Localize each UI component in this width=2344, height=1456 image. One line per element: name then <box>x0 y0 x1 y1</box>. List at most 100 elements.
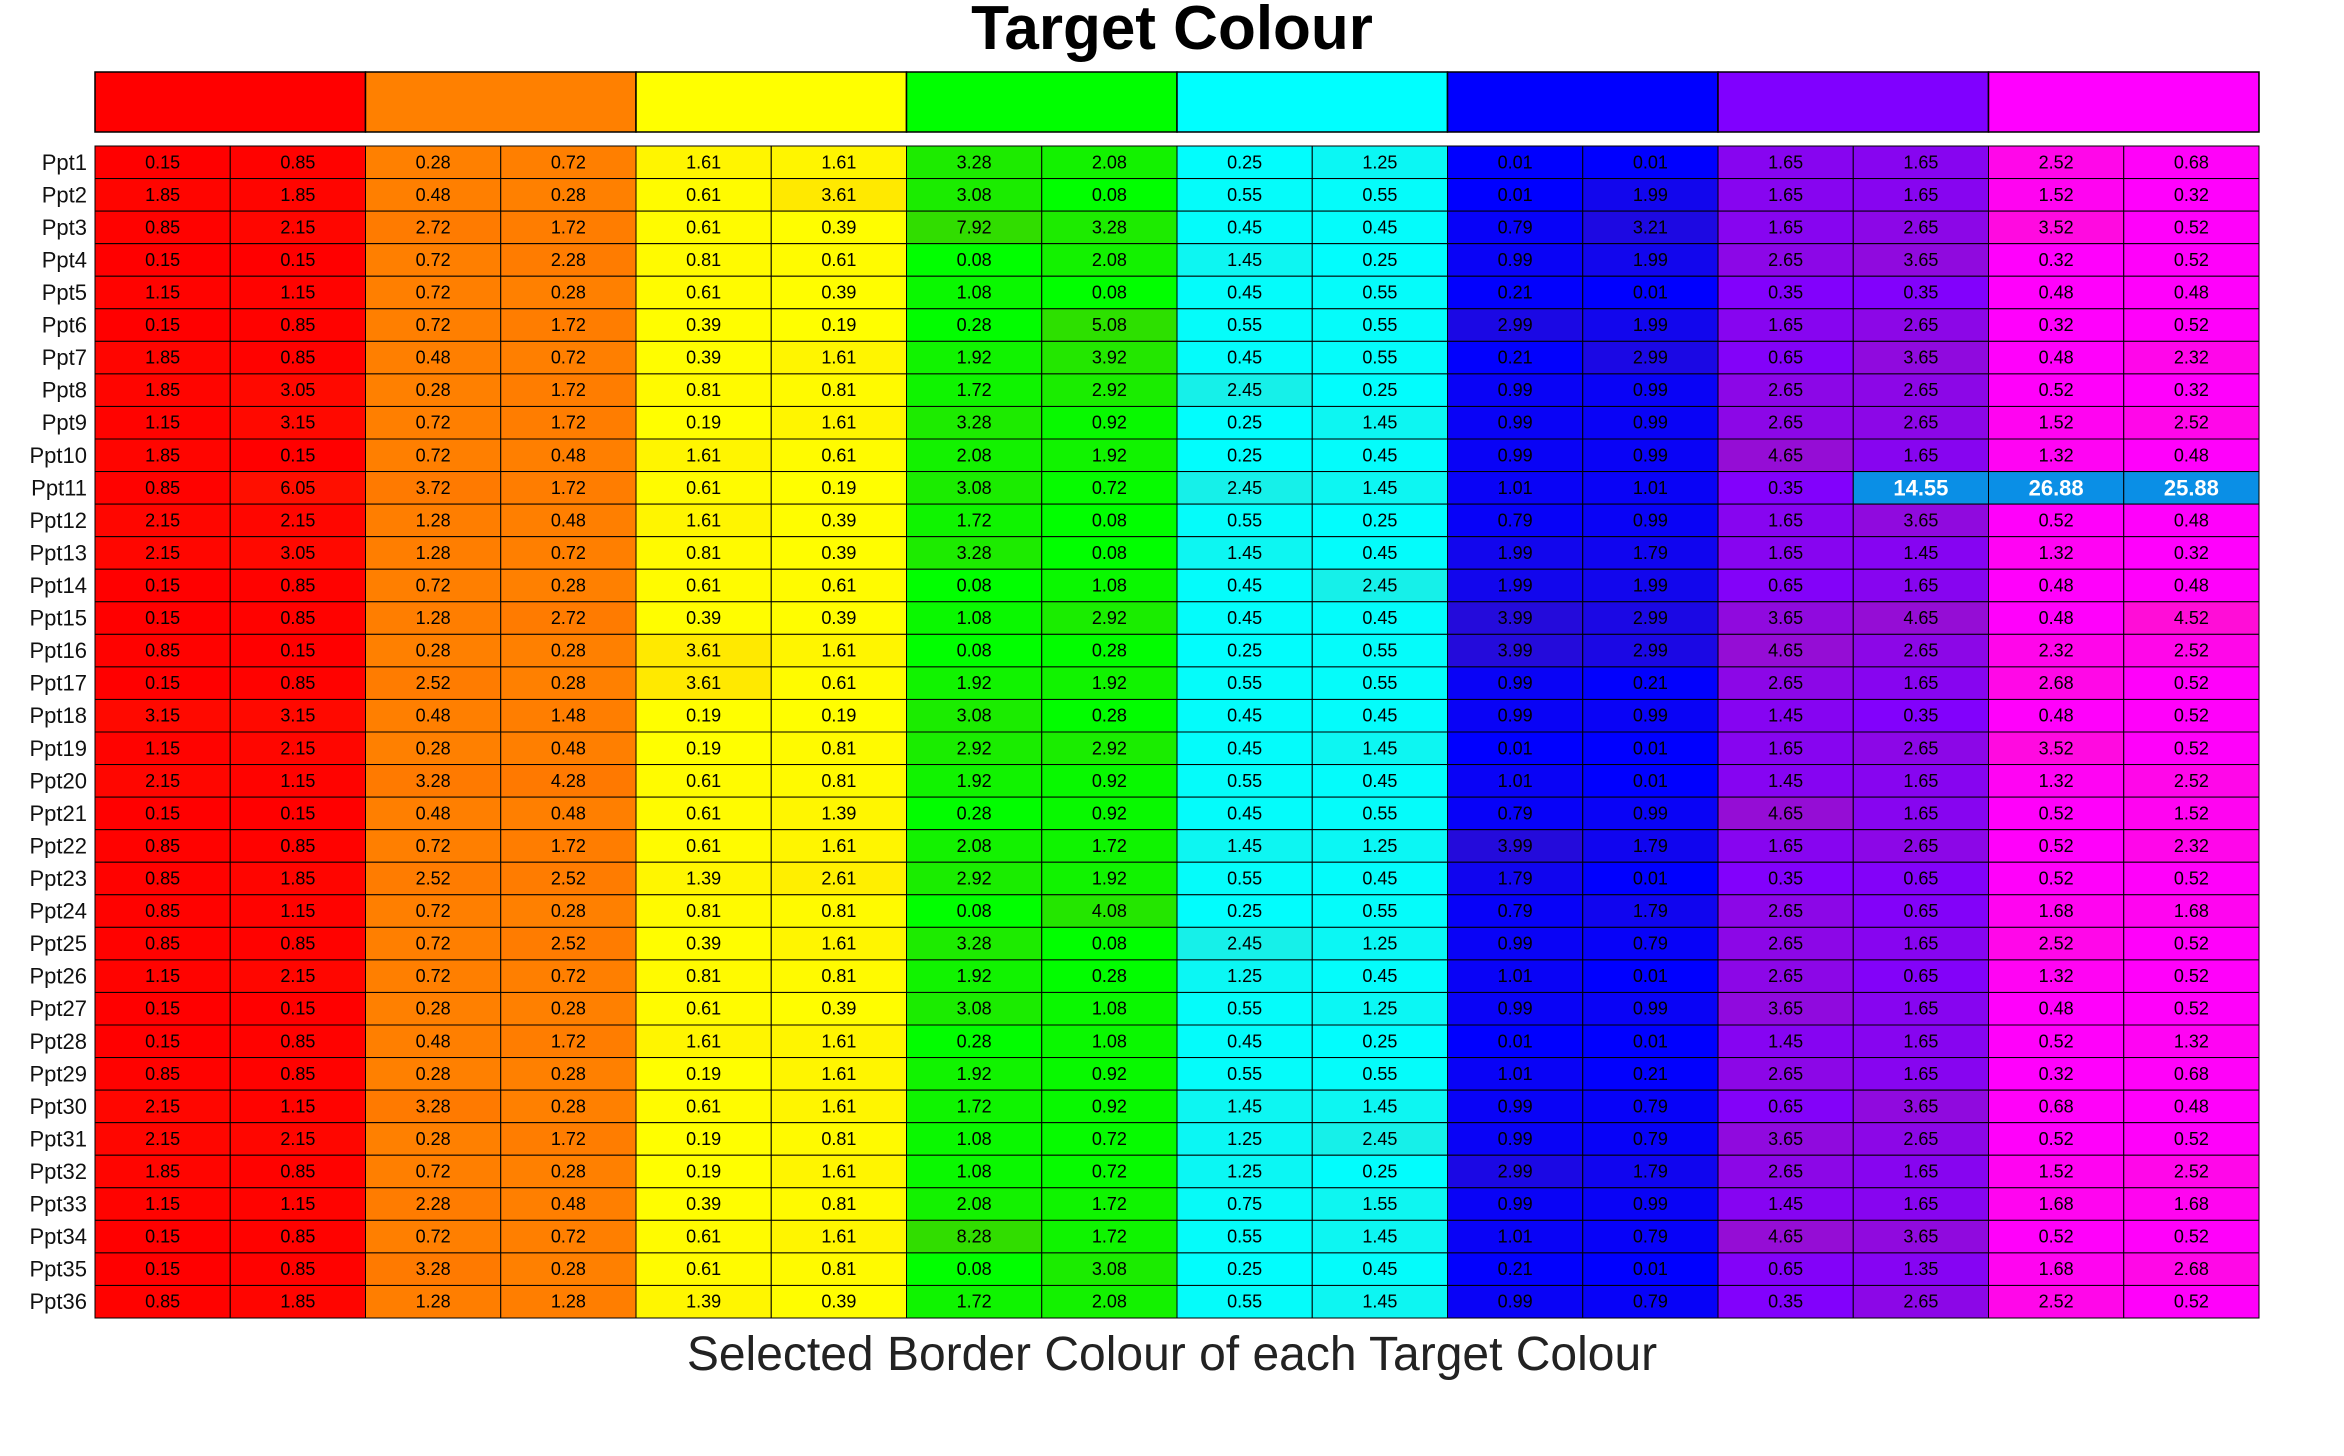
cell-value-label: 2.99 <box>1633 348 1668 368</box>
cell-value-label: 0.72 <box>416 934 451 954</box>
heatmap-cell <box>1582 1187 1719 1221</box>
heatmap-cell <box>1988 1219 2125 1254</box>
heatmap-cell <box>229 178 366 212</box>
cell-value-label: 1.55 <box>1362 1194 1397 1214</box>
cell-value-label: 1.52 <box>2039 185 2074 205</box>
cell-value-label: 0.45 <box>1227 576 1262 596</box>
cell-value-label: 0.52 <box>2174 1227 2209 1247</box>
heatmap-cell <box>500 1187 637 1221</box>
cell-value-label: 0.52 <box>2039 510 2074 530</box>
heatmap-cell <box>1988 1284 2125 1319</box>
target-colour-swatches <box>94 71 2260 133</box>
heatmap-cell <box>1447 1024 1584 1059</box>
cell-value-label: 1.61 <box>821 641 856 661</box>
row-label: Ppt15 <box>30 606 88 631</box>
cell-value-label: 2.65 <box>1768 673 1803 693</box>
cell-value-label: 1.65 <box>1903 576 1938 596</box>
heatmap-cell <box>770 243 907 277</box>
cell-value-label: 0.75 <box>1227 1194 1262 1214</box>
cell-value-label: 0.52 <box>2039 1227 2074 1247</box>
cell-value-label: 0.55 <box>1362 315 1397 335</box>
cell-value-label: 1.08 <box>957 1129 992 1149</box>
heatmap-cell <box>1311 243 1448 277</box>
cell-value-label: 1.15 <box>280 283 315 303</box>
cell-value-label: 0.15 <box>145 803 180 823</box>
cell-value-label: 0.48 <box>2174 283 2209 303</box>
cell-value-label: 1.45 <box>1768 1194 1803 1214</box>
cell-value-label: 2.15 <box>280 510 315 530</box>
cell-value-label: 0.99 <box>1633 803 1668 823</box>
cell-value-label: 0.79 <box>1633 1227 1668 1247</box>
cell-value-label: 1.45 <box>1362 478 1397 498</box>
heatmap-cell <box>1447 1252 1584 1286</box>
cell-value-label: 0.15 <box>145 576 180 596</box>
heatmap-cell <box>1041 829 1178 863</box>
heatmap-cell <box>1041 275 1178 310</box>
heatmap-cell <box>1852 959 1989 993</box>
heatmap-cell <box>1311 536 1448 570</box>
row-label: Ppt9 <box>42 410 87 435</box>
cell-value-label: 1.65 <box>1768 543 1803 563</box>
cell-value-label: 0.32 <box>2039 250 2074 270</box>
cell-value-label: 1.61 <box>686 510 721 530</box>
heatmap-cell <box>1041 926 1178 961</box>
cell-value-label: 1.39 <box>686 1292 721 1312</box>
cell-value-label: 0.01 <box>1633 1259 1668 1279</box>
target-colour-swatch <box>1176 71 1449 133</box>
heatmap-cell <box>635 894 772 928</box>
heatmap-cell <box>94 275 231 310</box>
cell-value-label: 0.85 <box>280 348 315 368</box>
cell-value-label: 1.32 <box>2039 771 2074 791</box>
cell-value-label: 0.01 <box>1498 185 1533 205</box>
cell-value-label: 1.61 <box>821 1162 856 1182</box>
cell-value-label: 0.61 <box>686 1227 721 1247</box>
heatmap-cell <box>1176 178 1313 212</box>
cell-value-label: 0.85 <box>280 315 315 335</box>
heatmap-cell <box>1582 471 1719 505</box>
cell-value-label: 0.19 <box>686 738 721 758</box>
cell-value-label: 0.55 <box>1227 999 1262 1019</box>
heatmap-cell <box>500 373 637 407</box>
heatmap-cell <box>1988 698 2125 733</box>
cell-value-label: 0.45 <box>1227 1031 1262 1051</box>
heatmap-cell <box>94 373 231 407</box>
cell-value-label: 1.85 <box>280 185 315 205</box>
heatmap-cell <box>1447 1057 1584 1091</box>
cell-value-label: 0.01 <box>1498 152 1533 172</box>
cell-value-label: 3.28 <box>416 1096 451 1116</box>
cell-value-label: 0.32 <box>2174 185 2209 205</box>
cell-value-label: 2.32 <box>2039 641 2074 661</box>
cell-value-label: 0.85 <box>145 1292 180 1312</box>
heatmap-cell <box>365 1122 502 1156</box>
cell-value-label: 1.15 <box>280 1096 315 1116</box>
cell-value-label: 0.85 <box>145 934 180 954</box>
cell-value-label: 1.45 <box>1362 1096 1397 1116</box>
cell-value-label: 0.15 <box>145 608 180 628</box>
heatmap-cell <box>906 308 1043 342</box>
cell-value-label: 0.79 <box>1498 510 1533 530</box>
heatmap-cell <box>906 698 1043 733</box>
cell-value-label: 0.19 <box>821 315 856 335</box>
heatmap-cell <box>906 666 1043 700</box>
cell-value-label: 1.79 <box>1633 836 1668 856</box>
cell-value-label: 0.65 <box>1903 869 1938 889</box>
heatmap-cell <box>229 633 366 668</box>
cell-value-label: 0.85 <box>145 478 180 498</box>
cell-value-label: 0.52 <box>2174 738 2209 758</box>
cell-value-label: 4.52 <box>2174 608 2209 628</box>
cell-value-label: 1.32 <box>2039 543 2074 563</box>
heatmap-cell <box>1311 373 1448 407</box>
cell-value-label: 2.92 <box>1092 608 1127 628</box>
cell-value-label: 0.72 <box>416 576 451 596</box>
heatmap-cell <box>500 275 637 310</box>
heatmap-cell <box>1988 1057 2125 1091</box>
cell-value-label: 2.99 <box>1498 315 1533 335</box>
cell-value-label: 1.72 <box>1092 1227 1127 1247</box>
cell-value-label: 25.88 <box>2164 475 2219 500</box>
heatmap-cell <box>1988 438 2125 473</box>
heatmap-cell <box>1447 210 1584 245</box>
heatmap-cell <box>1311 829 1448 863</box>
heatmap-cell <box>1717 503 1854 538</box>
cell-value-label: 0.55 <box>1362 673 1397 693</box>
heatmap-cell <box>770 829 907 863</box>
